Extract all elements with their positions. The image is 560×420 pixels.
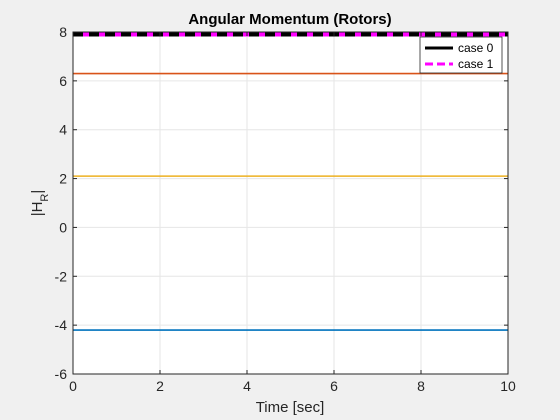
legend-label-case-0: case 0 [458,41,494,55]
x-tick-label: 0 [69,378,77,394]
y-axis-label-main: |H [29,202,46,217]
x-tick-label: 4 [243,378,251,394]
y-tick-label: -4 [55,317,68,333]
x-axis-label: Time [sec] [256,399,325,416]
y-tick-label: -2 [55,268,68,284]
legend-box [419,36,503,74]
plot-area [73,32,508,374]
x-tick-label: 10 [500,378,516,394]
y-tick-label: 4 [59,122,67,138]
chart-title: Angular Momentum (Rotors) [188,11,391,28]
ticks-group: 0 2 4 6 8 10 -6 -4 -2 0 2 4 6 8 [55,24,516,394]
y-axis-label-end: | [29,190,46,194]
series-group [73,32,508,331]
x-tick-label: 2 [156,378,164,394]
y-tick-label: -6 [55,366,68,382]
y-tick-label: 6 [59,73,67,89]
y-tick-label: 2 [59,171,67,187]
y-axis-label: |HR| [29,190,51,217]
legend-label-case-1: case 1 [458,57,494,71]
x-tick-label: 6 [330,378,338,394]
plot-frame [72,31,509,375]
y-tick-label: 0 [59,219,67,235]
y-axis-label-subscript: R [39,194,51,202]
legend: case 0 case 1 [419,36,503,74]
y-tick-label: 8 [59,24,67,40]
x-tick-label: 8 [417,378,425,394]
